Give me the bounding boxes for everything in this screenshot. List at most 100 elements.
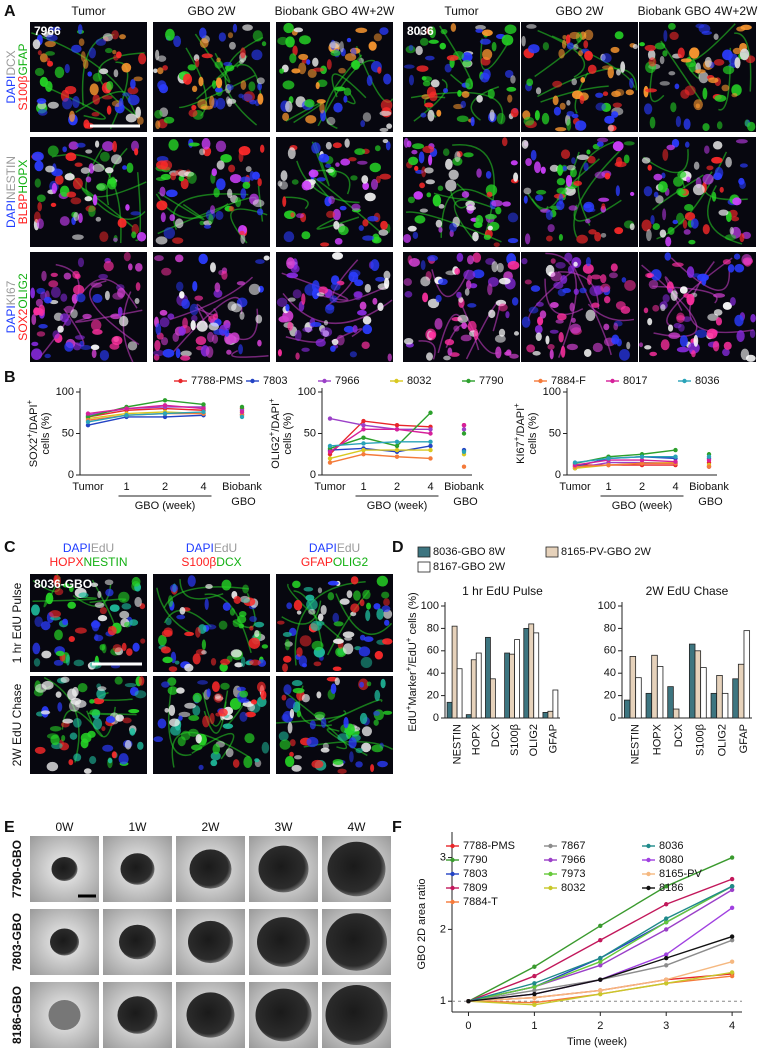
cell	[437, 185, 444, 191]
cell	[614, 31, 624, 40]
point	[598, 991, 603, 997]
cell	[528, 306, 539, 314]
series-line	[574, 459, 676, 466]
cell	[725, 156, 732, 168]
cell	[305, 115, 317, 124]
cell	[708, 77, 719, 84]
cell	[199, 220, 205, 226]
cell	[41, 270, 47, 282]
series-line	[87, 414, 204, 426]
cell	[113, 69, 119, 78]
cell	[97, 590, 102, 599]
cell	[679, 335, 688, 347]
legend-dot	[646, 857, 651, 863]
cell	[364, 192, 376, 202]
cell	[257, 82, 262, 91]
micrograph	[521, 22, 638, 132]
fiber	[537, 29, 586, 78]
cell	[567, 265, 575, 274]
cell	[660, 304, 666, 312]
series-line	[329, 428, 431, 453]
bar	[490, 678, 496, 719]
cell	[96, 688, 106, 700]
cell	[165, 28, 175, 41]
y-axis-label: cells (%)	[527, 412, 539, 454]
cell	[82, 313, 92, 319]
x-tick-label: 4	[200, 481, 206, 493]
cell	[611, 90, 621, 98]
cell	[252, 30, 263, 42]
cell	[535, 189, 547, 195]
cell	[174, 218, 184, 229]
micrograph	[276, 137, 393, 247]
cell	[371, 744, 384, 753]
cell	[135, 282, 141, 291]
micrograph	[521, 137, 638, 247]
cell	[521, 316, 531, 328]
legend-dot	[178, 378, 183, 384]
x-tick-label: S100β	[509, 724, 521, 756]
cell	[326, 116, 336, 126]
cell	[317, 613, 324, 622]
cell	[704, 145, 710, 154]
fiber	[156, 587, 194, 636]
x-tick-label: Biobank GBO	[444, 481, 484, 508]
cell	[88, 163, 95, 174]
superscript: +	[512, 436, 521, 441]
cell	[80, 345, 92, 350]
fiber	[285, 336, 326, 343]
cell	[680, 89, 690, 99]
cell	[380, 99, 393, 112]
x-tick-label: Tumor	[314, 481, 346, 493]
cell	[566, 164, 576, 171]
cell	[367, 215, 379, 222]
cell	[226, 349, 232, 355]
cell	[354, 148, 366, 156]
cell	[491, 199, 503, 207]
cell	[33, 307, 44, 316]
cell	[88, 205, 96, 217]
cell	[112, 49, 117, 55]
series-line	[329, 420, 431, 455]
cell	[109, 604, 120, 612]
cell	[72, 717, 82, 728]
cell	[296, 647, 303, 657]
cell	[604, 296, 611, 304]
cell	[159, 186, 166, 197]
cell	[84, 196, 93, 202]
cell	[174, 660, 180, 665]
cell	[434, 318, 443, 330]
biobank-point	[706, 457, 712, 463]
cell	[662, 148, 669, 161]
sample-id: 7966	[34, 24, 61, 38]
legend-label: 8186	[659, 882, 683, 894]
cell	[501, 34, 514, 46]
x-tick-label: DCX	[673, 723, 685, 747]
point	[327, 449, 333, 454]
cell	[615, 185, 620, 197]
legend-label: 8167-GBO 2W	[433, 561, 506, 573]
cell	[201, 639, 207, 650]
y-tick-label: 0	[555, 469, 561, 481]
cell	[216, 160, 225, 170]
cell	[184, 702, 196, 709]
cell	[31, 604, 40, 616]
cell	[632, 44, 638, 50]
point	[664, 884, 669, 889]
label-part: GBO 2D area ratio	[416, 878, 428, 969]
cell	[173, 35, 182, 48]
cell	[723, 341, 732, 350]
fiber	[331, 73, 367, 99]
micrograph	[639, 22, 756, 132]
bar	[667, 686, 674, 719]
cell	[601, 65, 614, 70]
cell	[639, 342, 644, 348]
cell	[408, 74, 415, 86]
cell	[71, 293, 78, 304]
cell	[604, 115, 615, 124]
cell	[282, 196, 287, 207]
cell	[600, 232, 607, 238]
cell	[195, 336, 207, 346]
stain-name: EdU	[91, 541, 114, 555]
cell	[90, 582, 99, 587]
